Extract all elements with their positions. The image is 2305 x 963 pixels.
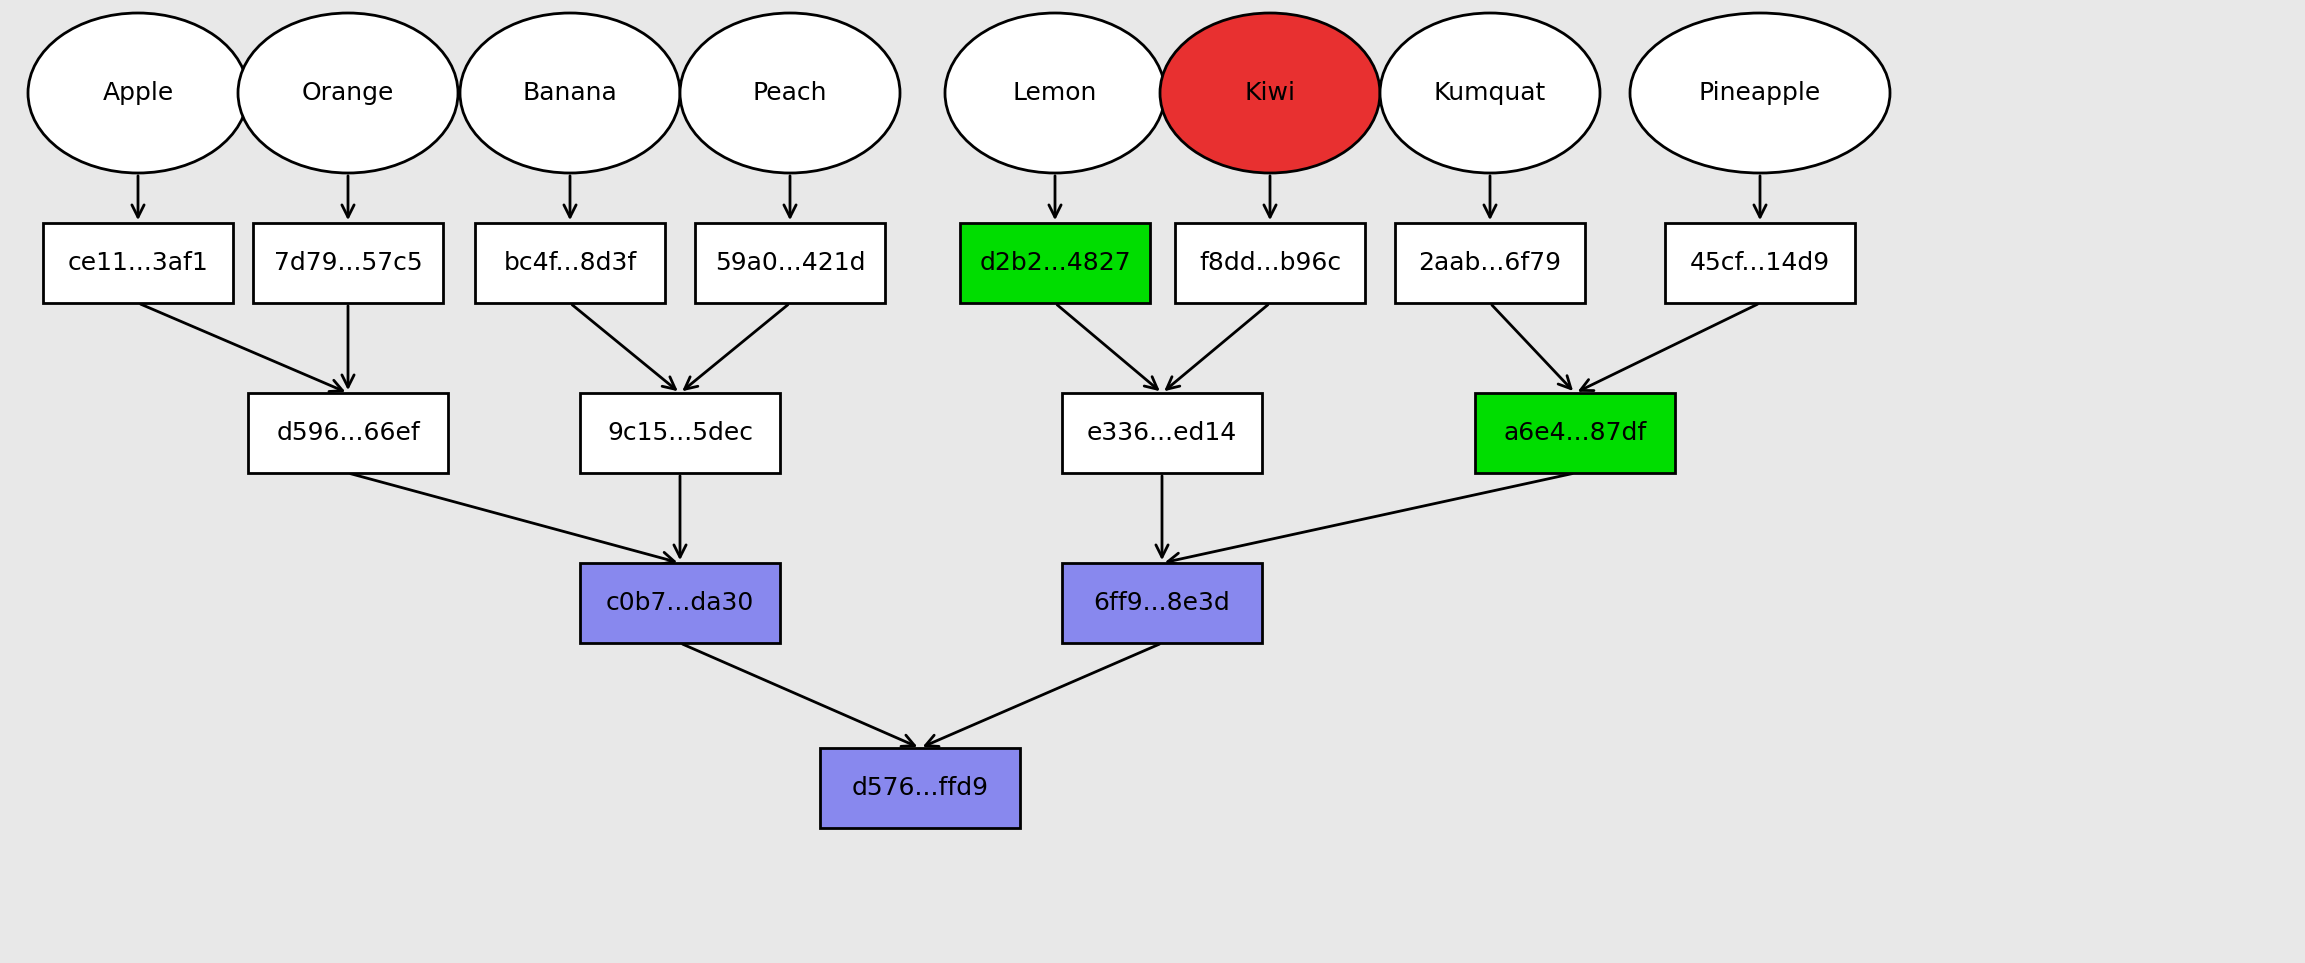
Text: 9c15...5dec: 9c15...5dec (606, 421, 754, 445)
Text: 59a0...421d: 59a0...421d (715, 251, 864, 275)
Bar (1475, 393, 1676, 473)
Bar (1063, 393, 1263, 473)
Ellipse shape (28, 13, 249, 173)
Bar (44, 223, 233, 303)
Bar (581, 563, 779, 643)
Text: Apple: Apple (101, 81, 173, 105)
Bar (254, 223, 443, 303)
Text: bc4f...8d3f: bc4f...8d3f (502, 251, 636, 275)
Text: Pineapple: Pineapple (1699, 81, 1821, 105)
Bar (581, 393, 779, 473)
Bar (1395, 223, 1586, 303)
Ellipse shape (1381, 13, 1600, 173)
Text: Lemon: Lemon (1012, 81, 1097, 105)
Bar (696, 223, 885, 303)
Text: Kumquat: Kumquat (1434, 81, 1547, 105)
Text: e336...ed14: e336...ed14 (1088, 421, 1238, 445)
Ellipse shape (1630, 13, 1890, 173)
Ellipse shape (945, 13, 1164, 173)
Bar (821, 748, 1021, 828)
Text: d596...66ef: d596...66ef (277, 421, 420, 445)
Bar (959, 223, 1150, 303)
Text: a6e4...87df: a6e4...87df (1503, 421, 1646, 445)
Bar (1664, 223, 1856, 303)
Text: 7d79...57c5: 7d79...57c5 (274, 251, 422, 275)
Text: 2aab...6f79: 2aab...6f79 (1418, 251, 1560, 275)
Ellipse shape (461, 13, 680, 173)
Ellipse shape (237, 13, 459, 173)
Bar (249, 393, 447, 473)
Bar (475, 223, 666, 303)
Text: Orange: Orange (302, 81, 394, 105)
Bar (1176, 223, 1365, 303)
Text: c0b7...da30: c0b7...da30 (606, 591, 754, 615)
Text: ce11...3af1: ce11...3af1 (67, 251, 207, 275)
Text: Banana: Banana (523, 81, 618, 105)
Text: d576...ffd9: d576...ffd9 (851, 776, 989, 800)
Text: 45cf...14d9: 45cf...14d9 (1690, 251, 1830, 275)
Ellipse shape (1159, 13, 1381, 173)
Text: Peach: Peach (754, 81, 827, 105)
Ellipse shape (680, 13, 899, 173)
Text: 6ff9...8e3d: 6ff9...8e3d (1093, 591, 1231, 615)
Text: f8dd...b96c: f8dd...b96c (1199, 251, 1342, 275)
Text: d2b2...4827: d2b2...4827 (980, 251, 1132, 275)
Text: Kiwi: Kiwi (1245, 81, 1295, 105)
Bar (1063, 563, 1263, 643)
